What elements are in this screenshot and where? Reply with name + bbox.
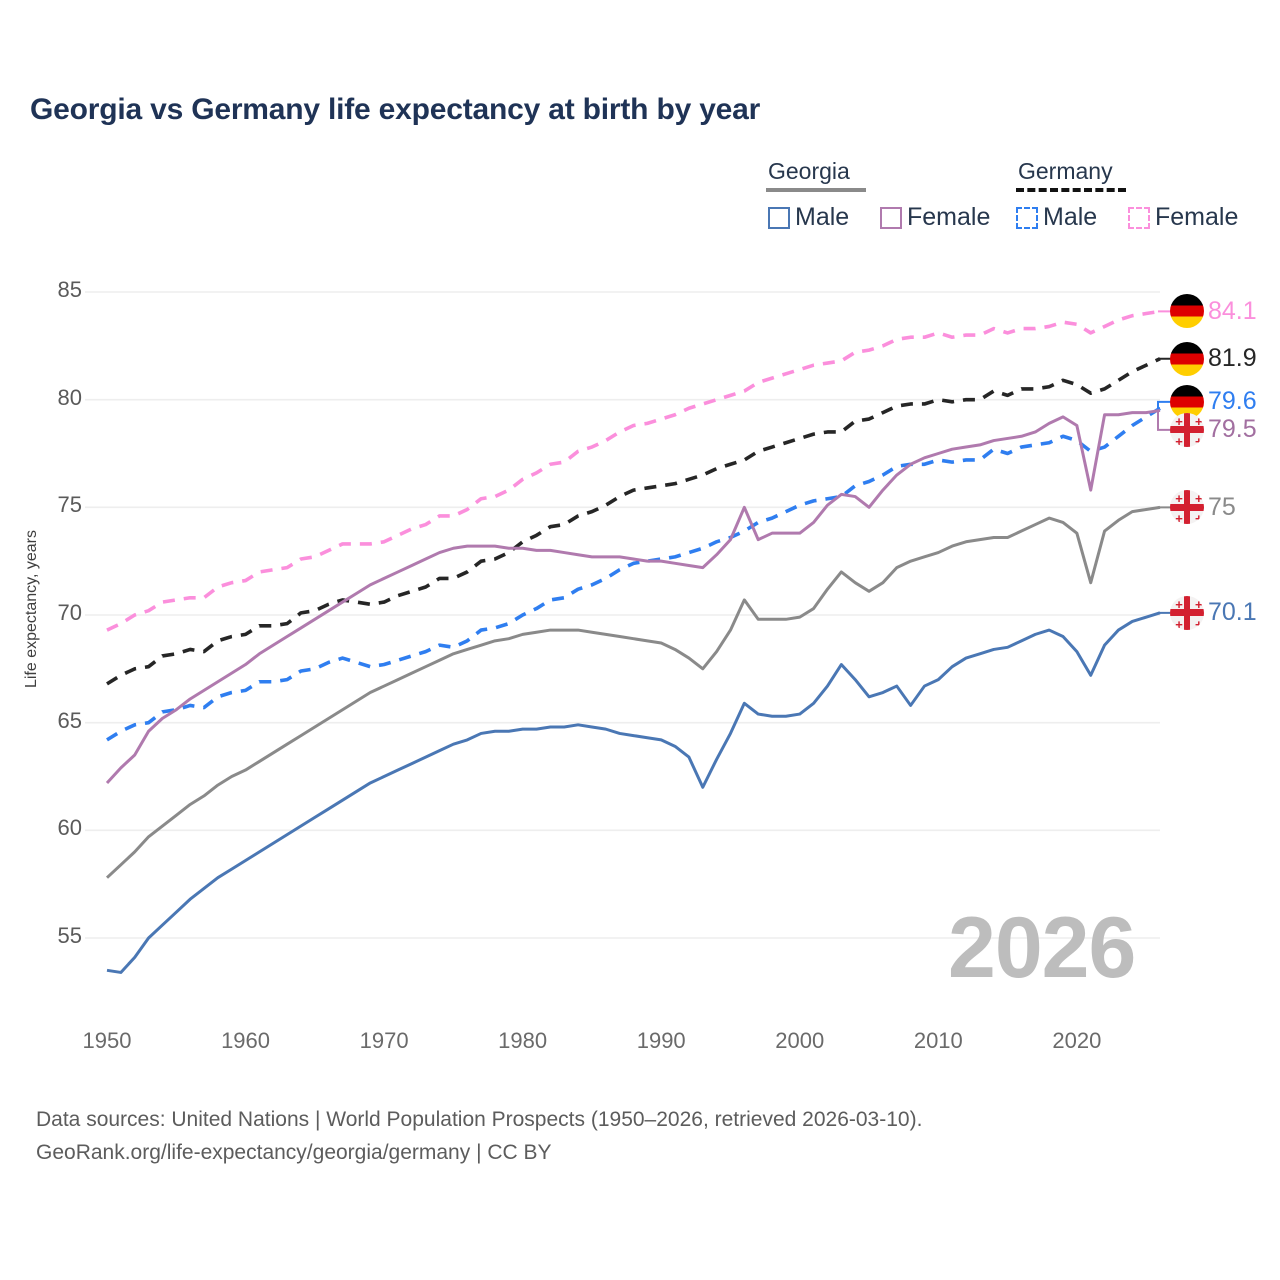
series-line-germany-total [106, 357, 1161, 686]
end-label-value: 75 [1208, 492, 1236, 521]
footer-line-sources: Data sources: United Nations | World Pop… [36, 1108, 923, 1131]
x-tick-label: 2020 [1052, 1028, 1102, 1053]
y-tick-label: 65 [57, 707, 82, 733]
germany-flag-icon [1170, 294, 1204, 329]
legend-swatch-georgia-female [880, 206, 902, 229]
series-line-georgia-male [106, 611, 1161, 974]
georgia-cross-mark: + [1175, 596, 1183, 612]
y-tick-label: 70 [57, 600, 82, 625]
chart-lines-svg [85, 291, 1172, 974]
x-tick-label: 1980 [498, 1028, 548, 1053]
legend-swatch-germany-female [1128, 206, 1150, 229]
legend-label-germany-female: Female [1155, 203, 1239, 231]
legend-group-georgia-title: Georgia [768, 158, 850, 184]
end-label-value: 79.6 [1208, 387, 1257, 416]
legend-label-germany-male: Male [1043, 203, 1098, 231]
year-watermark: 2026 [948, 900, 1136, 996]
y-tick-label: 60 [57, 815, 82, 841]
georgia-cross-mark: + [1175, 511, 1183, 525]
x-tick-label: 2010 [913, 1028, 963, 1053]
series-line-germany-female [106, 309, 1161, 632]
georgia-cross-mark: + [1195, 433, 1203, 447]
legend-item-germany-male[interactable]: Male [1016, 203, 1097, 232]
end-label: 81.9 [1170, 341, 1257, 376]
georgia-cross-mark: + [1195, 511, 1203, 525]
end-label: + + + +79.5 [1170, 412, 1257, 447]
georgia-cross-mark: + [1175, 433, 1183, 447]
georgia-flag-icon: + + + + [1170, 412, 1204, 447]
x-tick-label: 1970 [359, 1028, 409, 1053]
legend-swatch-georgia-male [768, 206, 790, 229]
series-line-georgia-total [105, 505, 1161, 879]
end-leader-line [1157, 400, 1172, 410]
x-tick-label: 1950 [82, 1028, 132, 1053]
legend-group-georgia-rule [766, 188, 866, 192]
y-tick-label: 55 [57, 923, 82, 948]
georgia-cross-mark: + [1175, 413, 1183, 429]
end-label-value: 84.1 [1208, 296, 1257, 325]
y-tick-label: 85 [57, 277, 82, 302]
page-title: Georgia vs Germany life expectancy at bi… [30, 93, 761, 126]
end-label-value: 70.1 [1208, 598, 1257, 627]
georgia-flag-icon: + + + + [1170, 490, 1204, 525]
germany-flag-icon [1170, 341, 1204, 376]
chart-legend: Georgia Germany Male Female Male Female [760, 158, 1260, 248]
x-tick-label: 1960 [221, 1028, 271, 1053]
legend-item-georgia-male[interactable]: Male [768, 203, 849, 232]
footer-line-url: GeoRank.org/life-expectancy/georgia/germ… [36, 1140, 552, 1164]
x-tick-label: 1990 [636, 1028, 686, 1053]
y-tick-label: 80 [57, 384, 82, 410]
series-line-georgia-female [105, 408, 1161, 784]
legend-item-germany-female[interactable]: Female [1128, 203, 1238, 232]
x-tick-label: 2000 [775, 1028, 825, 1053]
end-label-value: 79.5 [1208, 415, 1257, 444]
end-label: 84.1 [1170, 294, 1257, 329]
legend-swatch-germany-male [1016, 206, 1038, 229]
chart-plot-area: Life expectancy, years 55 60 65 70 75 80 85 19… [23, 277, 1257, 1053]
series-line-germany-male [106, 406, 1161, 742]
georgia-cross-mark: + [1195, 596, 1203, 612]
legend-label-georgia-male: Male [795, 203, 850, 231]
georgia-cross-mark: + [1175, 616, 1183, 630]
footer-attribution: Data sources: United Nations | World Pop… [36, 1104, 922, 1169]
georgia-cross-mark: + [1175, 491, 1183, 507]
end-label: + + + +70.1 [1170, 595, 1257, 630]
y-tick-label: 75 [57, 492, 82, 518]
end-label: + + + +75 [1170, 490, 1236, 525]
legend-label-georgia-female: Female [907, 203, 991, 231]
legend-group-germany-rule [1016, 188, 1126, 192]
georgia-flag-icon: + + + + [1170, 595, 1204, 630]
georgia-cross-mark: + [1195, 413, 1203, 429]
georgia-cross-mark: + [1195, 491, 1203, 507]
end-label-value: 81.9 [1208, 344, 1257, 373]
georgia-cross-mark: + [1195, 616, 1203, 630]
legend-item-georgia-female[interactable]: Female [880, 203, 990, 232]
legend-group-germany-title: Germany [1018, 158, 1113, 184]
end-leader-line [1157, 409, 1172, 431]
